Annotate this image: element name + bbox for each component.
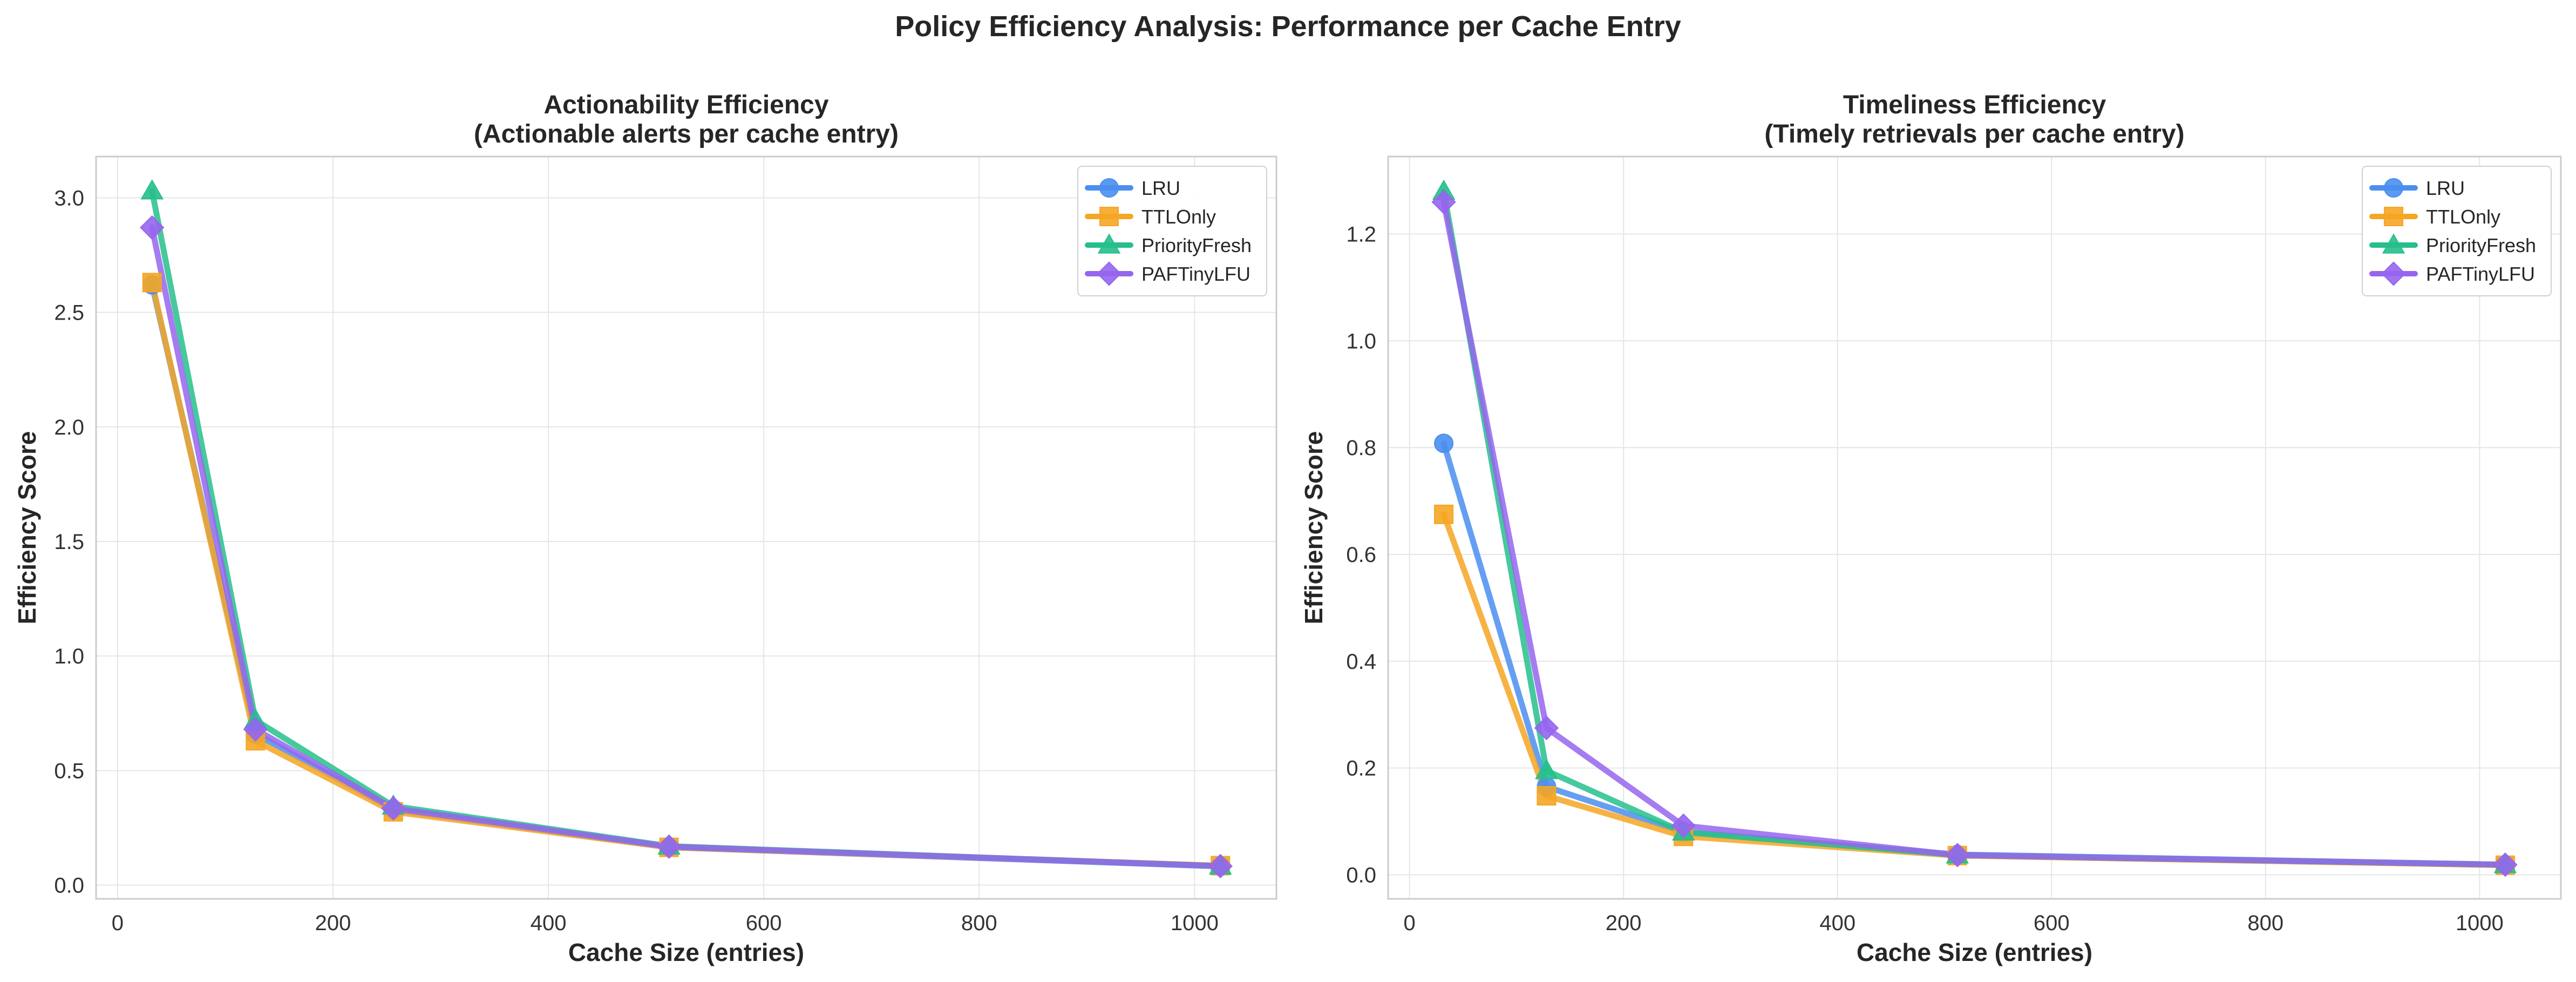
y-tick-label: 0.0 <box>54 874 84 898</box>
legend-item: PriorityFresh <box>1085 233 1252 256</box>
y-tick-label: 0.8 <box>1346 436 1376 460</box>
y-tick-label: 1.2 <box>1346 222 1376 246</box>
x-axis-label: Cache Size (entries) <box>568 938 804 966</box>
legend-item: TTLOnly <box>1085 206 1216 228</box>
legend-item: TTLOnly <box>2369 206 2500 228</box>
y-tick-label: 0.2 <box>1346 757 1376 781</box>
x-tick-label: 800 <box>961 911 997 935</box>
y-axis-label: Efficiency Score <box>13 431 41 625</box>
legend-marker <box>2382 233 2405 254</box>
legend-label: PriorityFresh <box>2426 234 2536 256</box>
legend-item: PAFTinyLFU <box>2369 261 2535 286</box>
x-tick-label: 600 <box>2034 911 2070 935</box>
timeliness-chart: Timeliness Efficiency(Timely retrievals … <box>1300 91 2562 966</box>
x-tick-label: 200 <box>315 911 351 935</box>
legend-label: PAFTinyLFU <box>2426 263 2535 285</box>
data-point <box>140 179 164 200</box>
legend-item: LRU <box>1085 177 1180 199</box>
legend-marker <box>2381 261 2406 286</box>
figure-title: Policy Efficiency Analysis: Performance … <box>895 10 1681 43</box>
legend-label: TTLOnly <box>2426 206 2500 228</box>
y-tick-label: 2.5 <box>54 301 84 325</box>
y-axis-label: Efficiency Score <box>1300 431 1328 625</box>
x-axis-label: Cache Size (entries) <box>1857 938 2092 966</box>
chart-subtitle: (Timely retrievals per cache entry) <box>1764 120 2184 148</box>
chart-title: Timeliness Efficiency <box>1843 91 2106 119</box>
x-tick-label: 0 <box>112 911 124 935</box>
series-markers-paftinylfu <box>140 215 1233 878</box>
legend-marker <box>1099 178 1119 198</box>
data-point <box>1945 843 1970 868</box>
data-point <box>381 796 406 821</box>
data-point <box>1534 715 1559 741</box>
data-point <box>140 215 165 240</box>
legend-marker <box>1099 207 1119 226</box>
x-tick-label: 600 <box>746 911 782 935</box>
y-tick-label: 1.0 <box>1346 329 1376 353</box>
y-tick-label: 3.0 <box>54 186 84 210</box>
data-point <box>1537 786 1557 806</box>
legend-marker <box>2384 207 2403 226</box>
data-point <box>1431 189 1456 214</box>
legend-item: PriorityFresh <box>2369 233 2536 256</box>
legend-box <box>1077 166 1267 296</box>
chart-subtitle: (Actionable alerts per cache entry) <box>474 120 899 148</box>
x-tick-label: 200 <box>1606 911 1642 935</box>
x-tick-label: 0 <box>1404 911 1416 935</box>
y-tick-label: 1.5 <box>54 530 84 554</box>
actionability-chart: Actionability Efficiency(Actionable aler… <box>13 91 1277 966</box>
data-point <box>1208 854 1233 878</box>
plot-frame <box>95 155 1277 900</box>
data-point <box>1434 504 1454 524</box>
legend-marker <box>1097 261 1122 286</box>
data-point <box>2493 852 2518 877</box>
legend-item: PAFTinyLFU <box>1085 261 1250 286</box>
data-point <box>142 273 162 293</box>
y-tick-label: 0.4 <box>1346 650 1376 674</box>
x-tick-label: 1000 <box>2456 911 2504 935</box>
x-tick-label: 400 <box>1819 911 1855 935</box>
x-tick-label: 400 <box>531 911 567 935</box>
grid <box>1388 157 2561 899</box>
data-point <box>243 717 268 742</box>
legend-label: PAFTinyLFU <box>1141 263 1250 285</box>
legend: LRU TTLOnly PriorityFresh PAFTinyLFU <box>2362 166 2552 296</box>
y-tick-label: 0.0 <box>1346 863 1376 887</box>
x-tick-label: 1000 <box>1171 911 1219 935</box>
legend-label: LRU <box>2426 177 2465 199</box>
series-markers-paftinylfu <box>1431 189 2518 877</box>
x-tick-label: 800 <box>2247 911 2283 935</box>
legend-box <box>2362 166 2552 296</box>
chart-title: Actionability Efficiency <box>543 91 828 119</box>
legend-label: LRU <box>1141 177 1180 199</box>
y-tick-label: 0.6 <box>1346 543 1376 567</box>
legend-marker <box>2384 178 2403 198</box>
data-point <box>1535 759 1558 780</box>
data-point <box>1671 813 1696 838</box>
y-tick-label: 2.0 <box>54 416 84 439</box>
legend-label: TTLOnly <box>1141 206 1216 228</box>
legend-marker <box>1097 233 1121 254</box>
data-point <box>656 834 682 859</box>
y-tick-label: 1.0 <box>54 645 84 668</box>
legend-item: LRU <box>2369 177 2465 199</box>
plot-frame <box>1387 155 2562 900</box>
y-tick-label: 0.5 <box>54 759 84 783</box>
legend: LRU TTLOnly PriorityFresh PAFTinyLFU <box>1077 166 1267 296</box>
data-point <box>1434 434 1454 453</box>
legend-label: PriorityFresh <box>1141 234 1252 256</box>
